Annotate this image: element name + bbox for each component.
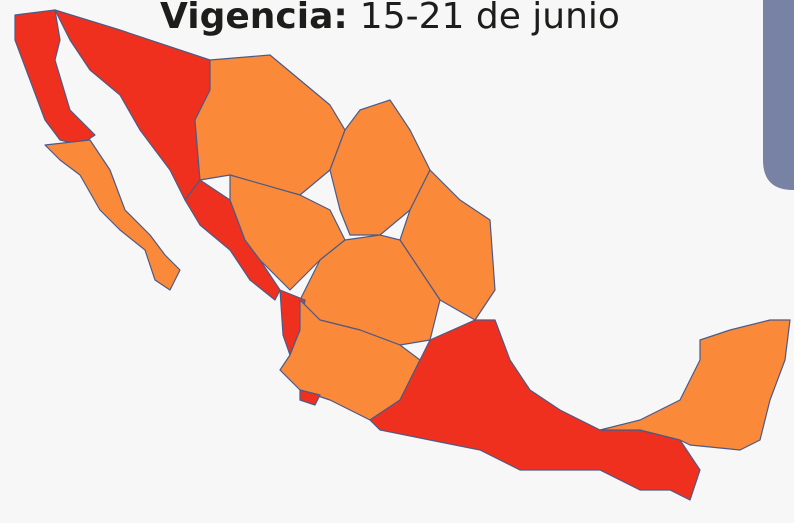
- side-panel: [763, 0, 794, 190]
- state: [44, 139, 181, 291]
- title-dates: 15-21 de junio: [360, 0, 620, 37]
- state: [299, 389, 321, 406]
- state: [229, 174, 346, 291]
- state: [599, 319, 791, 451]
- title-label: Vigencia:: [160, 0, 348, 37]
- mexico-map: [14, 9, 791, 501]
- state: [299, 234, 441, 346]
- state: [369, 319, 701, 501]
- title: Vigencia: 15-21 de junio: [160, 0, 620, 37]
- state: [399, 169, 496, 321]
